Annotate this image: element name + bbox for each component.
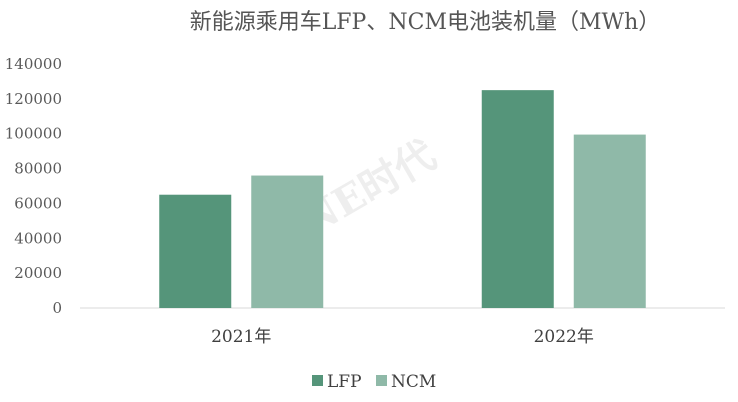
y-tick-label: 80000 [14, 160, 62, 178]
legend-label: NCM [391, 372, 436, 392]
y-tick-label: 0 [52, 299, 62, 317]
legend-swatch-lfp [312, 375, 323, 386]
x-category-label: 2021年 [211, 327, 271, 347]
bars-group [159, 90, 646, 309]
x-category-label: 2022年 [534, 327, 594, 347]
y-tick-label: 120000 [5, 90, 62, 108]
y-tick-label: 20000 [14, 264, 62, 282]
legend-swatch-ncm [376, 375, 387, 386]
y-tick-label: 100000 [5, 125, 62, 143]
chart-title: 新能源乘用车LFP、NCM电池装机量（MWh） [190, 10, 661, 35]
bar-ncm-0 [251, 175, 324, 308]
legend-label: LFP [327, 372, 362, 392]
y-tick-label: 40000 [14, 229, 62, 247]
bar-lfp-1 [481, 90, 554, 309]
bar-lfp-0 [159, 194, 232, 308]
x-axis-categories: 2021年 2022年 [211, 327, 594, 347]
y-tick-label: 140000 [5, 55, 62, 73]
legend: LFP NCM [312, 372, 436, 392]
y-axis-ticks: 0 20000 40000 60000 80000 100000 120000 140000 [5, 55, 62, 317]
y-tick-label: 60000 [14, 194, 62, 212]
bar-ncm-1 [573, 134, 646, 308]
